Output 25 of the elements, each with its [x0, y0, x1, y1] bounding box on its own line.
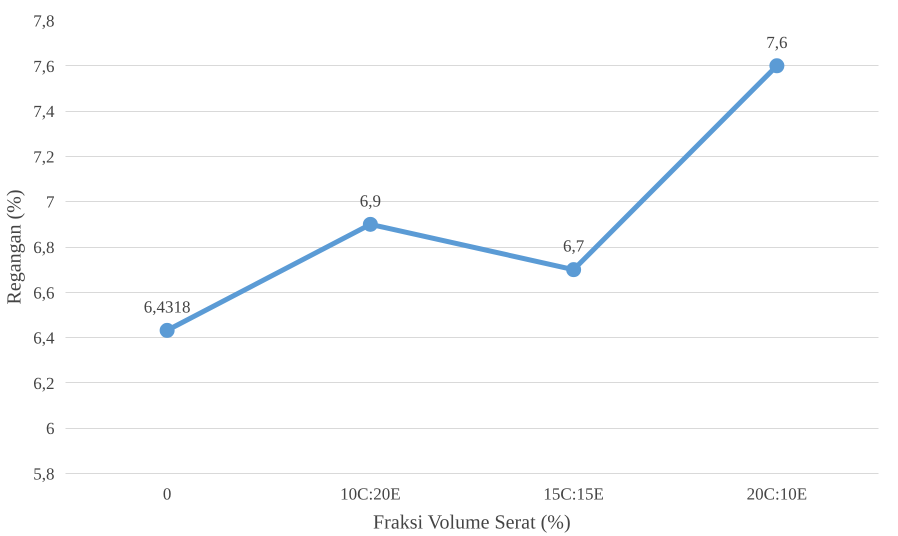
x-tick-label: 20C:10E: [746, 484, 808, 504]
y-tick-label: 7,8: [33, 12, 54, 30]
y-tick-label: 7,6: [33, 56, 54, 76]
y-tick-label: 6,8: [33, 238, 54, 257]
point: [362, 216, 378, 232]
data-label: 6,4318: [144, 297, 190, 316]
y-tick-label: 7,2: [33, 147, 54, 166]
y-tick-label: 6,2: [33, 374, 54, 393]
data-label: 7,6: [766, 32, 788, 52]
x-tick-label: 0: [162, 484, 172, 504]
x-tick-label: 15C:15E: [543, 484, 604, 504]
y-tick-label: 7,4: [33, 102, 55, 122]
data-label: 6,9: [360, 191, 381, 210]
y-tick-label: 6,4: [33, 328, 55, 348]
x-tick-label: 10C:20E: [340, 484, 401, 504]
point: [160, 322, 175, 338]
point: [566, 262, 582, 278]
x-axis-title: Fraksi Volume Serat (%): [373, 512, 571, 534]
data-label: 6,7: [563, 236, 585, 256]
y-axis-title: Regangan (%): [3, 190, 26, 304]
point: [769, 58, 784, 74]
y-tick-label: 6,6: [33, 283, 54, 302]
y-tick-label: 5,8: [33, 464, 54, 484]
y-tick-label: 7: [46, 192, 55, 212]
y-tick-label: 6: [46, 419, 54, 438]
